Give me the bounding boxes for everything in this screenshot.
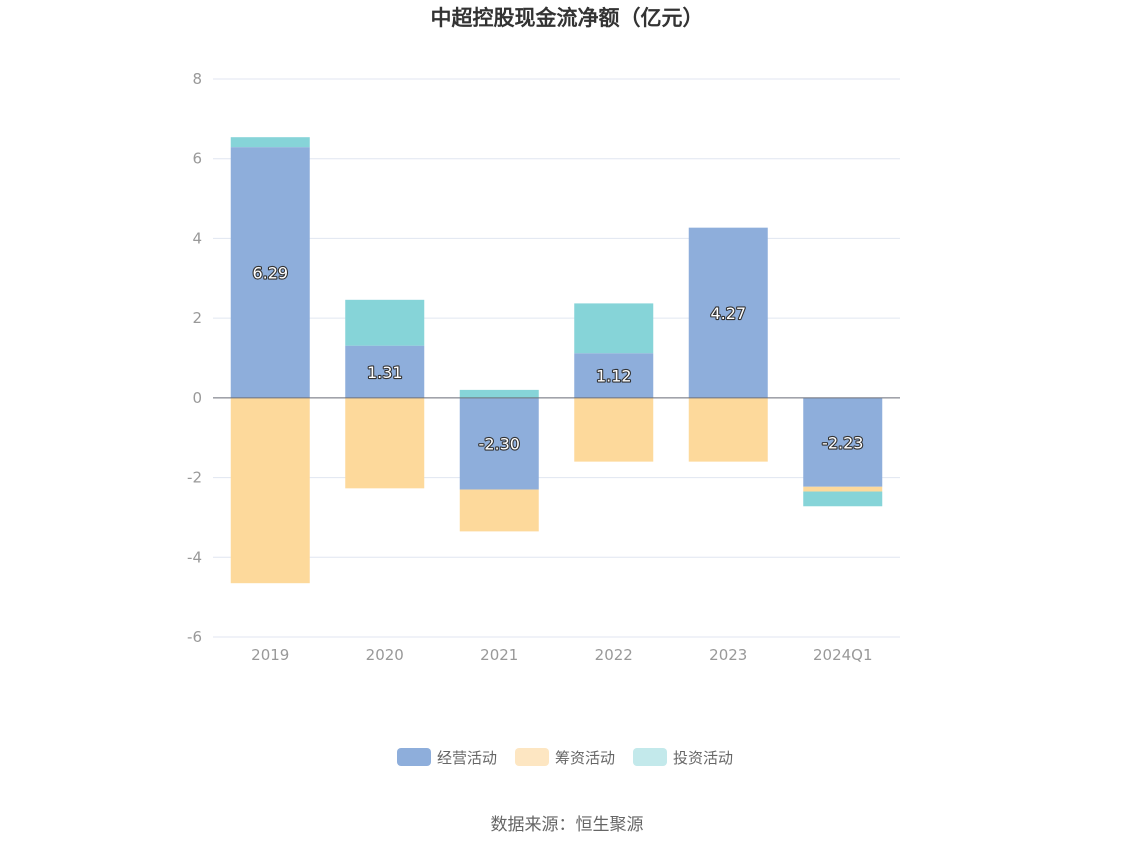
legend: 经营活动 筹资活动 投资活动	[397, 748, 733, 767]
chart-title: 中超控股现金流净额（亿元）	[431, 6, 704, 30]
legend-swatch	[397, 748, 431, 766]
bar-segment	[459, 389, 539, 398]
x-tick-label: 2024Q1	[813, 646, 873, 664]
y-tick-label: 6	[192, 150, 202, 168]
data-label: -2.30	[479, 435, 520, 454]
data-label: 1.12	[596, 367, 632, 386]
y-tick-label: 8	[192, 70, 202, 88]
y-tick-label: -4	[187, 548, 202, 566]
x-tick-label: 2021	[480, 646, 518, 664]
data-label: -2.23	[822, 433, 863, 452]
x-axis: 2019 2020 2021 2022 2023 2024Q1	[251, 646, 872, 664]
x-tick-label: 2022	[595, 646, 633, 664]
bar-segment	[230, 137, 310, 148]
legend-label: 投资活动	[673, 749, 733, 767]
bar-segment	[230, 147, 310, 398]
data-label: 6.29	[252, 264, 288, 283]
y-tick-label: 4	[192, 229, 202, 247]
data-label: 1.31	[367, 363, 403, 382]
bar-segment	[803, 486, 883, 492]
y-tick-label: -6	[187, 628, 202, 646]
bar-segment	[345, 345, 425, 398]
bar-segment	[345, 397, 425, 489]
y-tick-label: 0	[192, 389, 202, 407]
bar-segment	[459, 489, 539, 532]
bar-segment	[574, 303, 654, 354]
bar-segment	[803, 491, 883, 507]
data-label: 4.27	[710, 304, 746, 323]
bar-segment	[459, 397, 539, 490]
legend-swatch	[515, 748, 549, 766]
bar-segment	[230, 397, 310, 584]
y-axis: 8 6 4 2 0 -2 -4 -6	[187, 70, 202, 646]
bar-segment	[688, 227, 768, 398]
legend-label: 筹资活动	[555, 749, 615, 767]
y-tick-label: -2	[187, 469, 202, 487]
grid-lines	[213, 78, 900, 638]
bar-segment	[688, 397, 768, 462]
bar-segment	[803, 397, 883, 487]
bar-segment	[574, 353, 654, 398]
legend-label: 经营活动	[437, 749, 497, 767]
y-tick-label: 2	[192, 309, 202, 327]
x-tick-label: 2023	[709, 646, 747, 664]
bar-segment	[574, 397, 654, 462]
data-labels: 6.29 1.31 -2.30 1.12 4.27 -2.23	[251, 262, 864, 454]
x-tick-label: 2020	[366, 646, 404, 664]
source-note: 数据来源：恒生聚源	[491, 815, 644, 835]
bars	[230, 137, 883, 584]
x-tick-label: 2019	[251, 646, 289, 664]
bar-segment	[345, 299, 425, 346]
legend-swatch	[633, 748, 667, 766]
